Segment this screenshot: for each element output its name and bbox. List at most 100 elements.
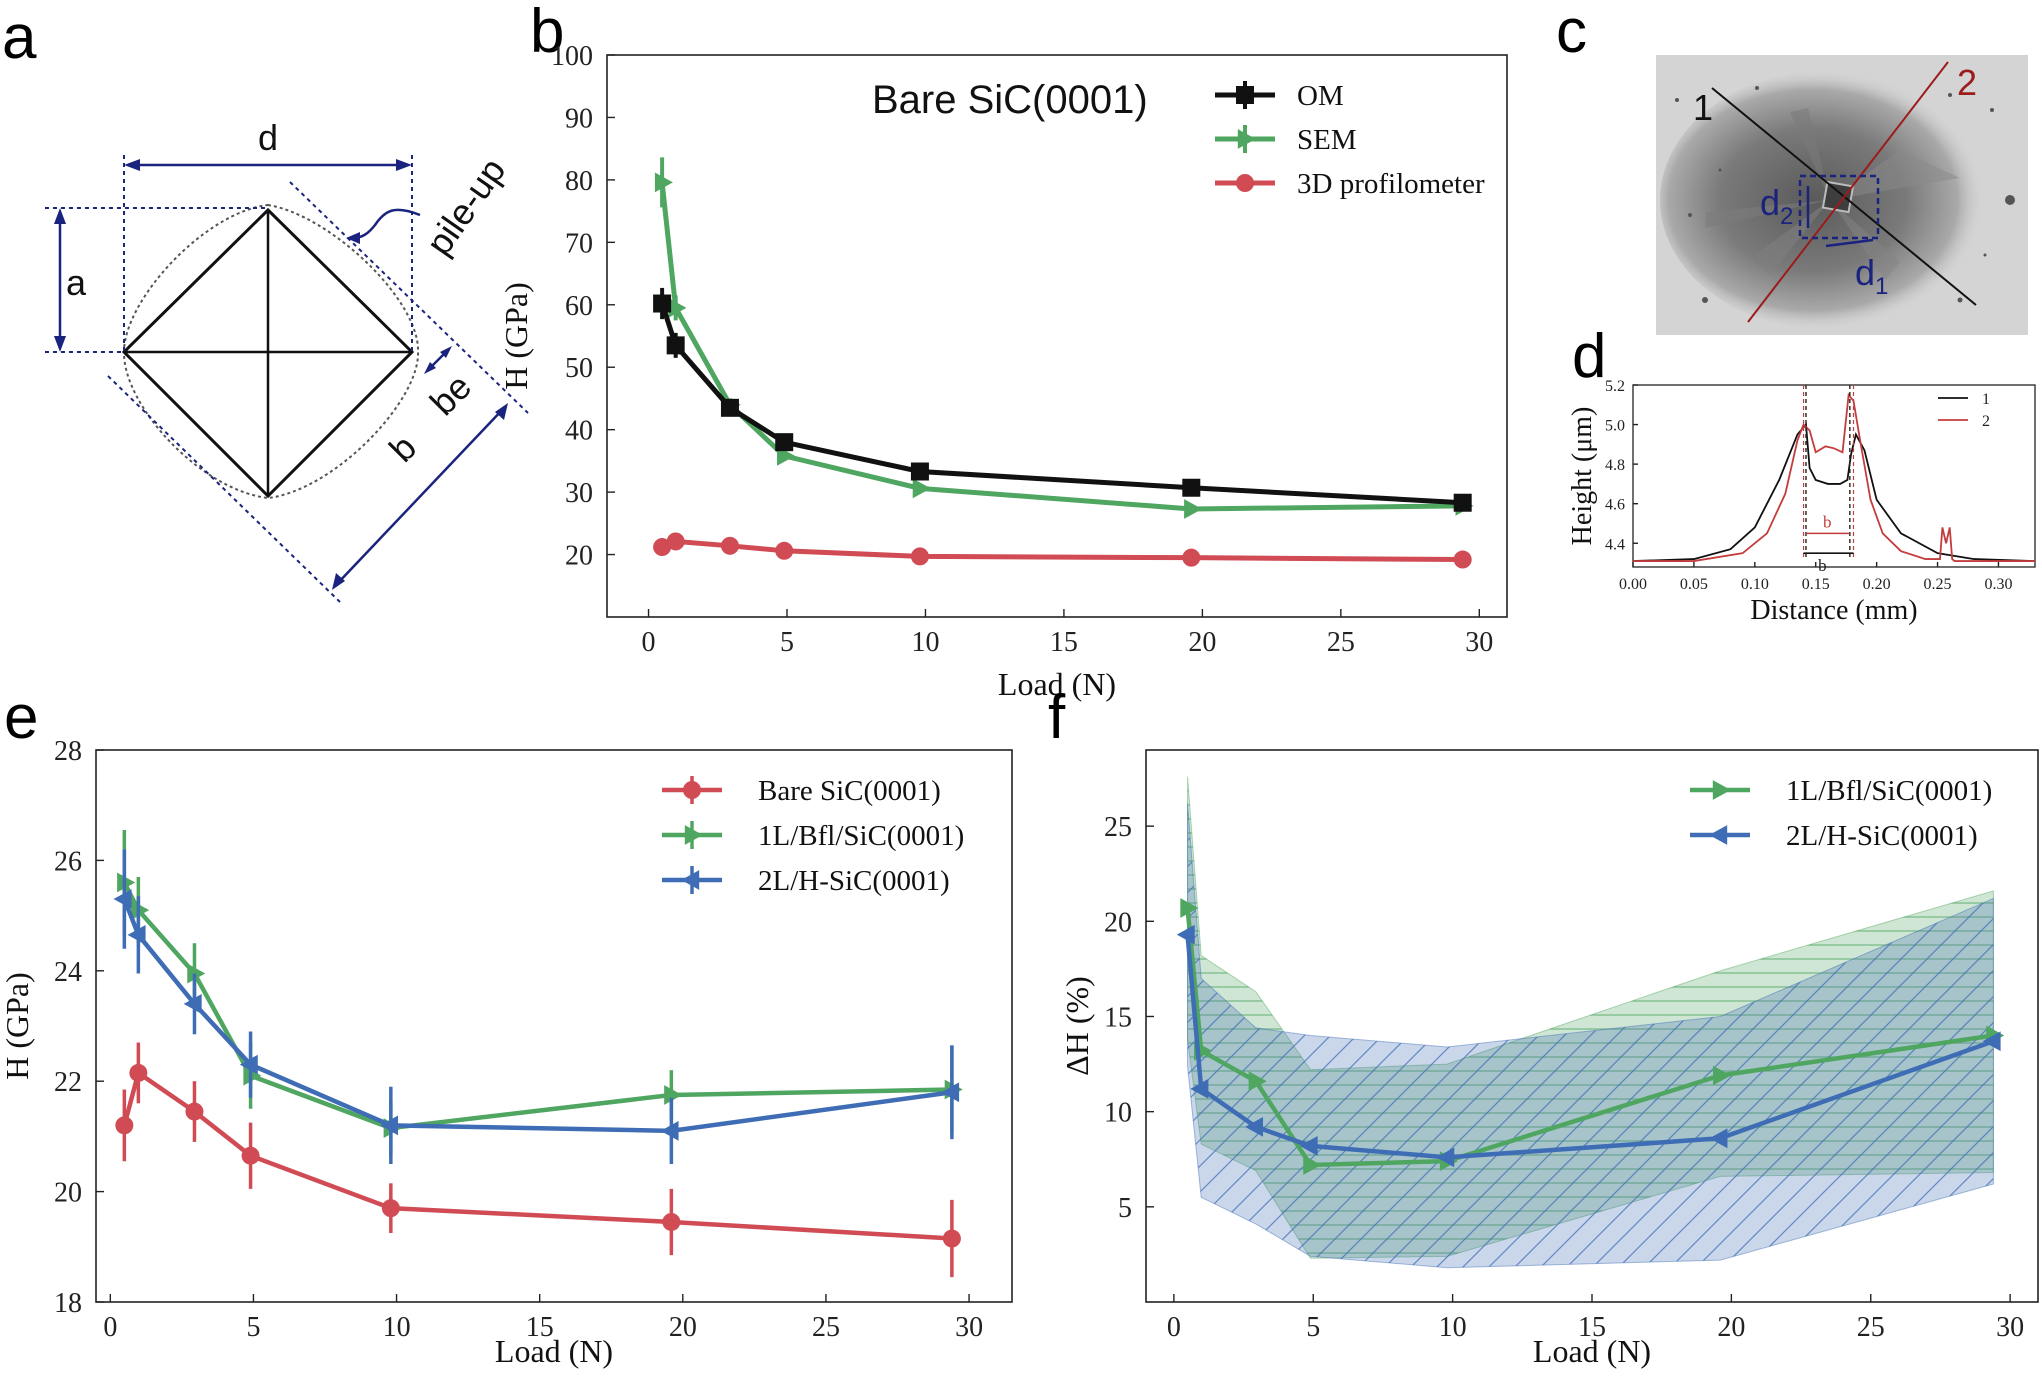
x-tick-label: 20 — [669, 1312, 697, 1343]
plot-frame-e — [95, 749, 1013, 1303]
y-axis-title: Height (μm) — [1567, 407, 1598, 546]
x-tick-label: 0.25 — [1924, 576, 1952, 593]
data-point — [941, 1082, 960, 1103]
chart-d: 0.00 0.05 0.10 0.15 0.20 0.25 0.30 4.4 4.6 4.8 5.0… — [1567, 378, 2036, 626]
data-point — [1182, 548, 1201, 567]
y-tick-label: 5.0 — [1605, 418, 1625, 435]
data-point — [243, 1065, 262, 1086]
data-point — [185, 1102, 204, 1121]
y-tick-label: 5 — [1118, 1193, 1132, 1224]
profile-series-2 — [1633, 392, 2035, 562]
data-point — [1982, 1031, 2001, 1052]
annotation-bare-sic: Bare SiC(0001) — [872, 78, 1148, 122]
x-tick-label: 0.10 — [1741, 576, 1769, 593]
data-point — [666, 532, 685, 551]
x-tick-label: 5 — [1306, 1312, 1320, 1343]
data-point — [183, 994, 202, 1014]
data-point — [664, 1085, 683, 1105]
data-point — [1713, 1065, 1732, 1086]
series-line-om — [659, 302, 1463, 506]
data-point — [1436, 1147, 1455, 1168]
y-tick-label: 10 — [1104, 1098, 1132, 1129]
legend-marker — [1236, 86, 1254, 104]
data-point — [910, 462, 929, 481]
data-point — [380, 1115, 399, 1136]
profile-series-1 — [1632, 422, 2036, 562]
data-point — [1453, 550, 1472, 569]
x-tick-label: 0 — [642, 627, 656, 658]
legend-marker — [1709, 825, 1728, 845]
y-tick-label: 4.6 — [1605, 497, 1625, 514]
x-tick-label: 25 — [1327, 627, 1355, 658]
y-tick-label: 80 — [565, 166, 593, 197]
y-tick-label: 30 — [565, 478, 593, 509]
chart-b: 0 5 10 15 20 25 30 20 30 40 50 60 70 80 90 100 Load (N) H… — [498, 41, 1493, 702]
y-tick-label: 28 — [54, 736, 82, 767]
x-tick-label: 15 — [1578, 1312, 1606, 1343]
legend-label: 2L/H-SiC(0001) — [758, 865, 950, 897]
line-1-label: 1 — [1693, 87, 1713, 128]
data-point — [1180, 898, 1199, 918]
x-axis-title: Load (N) — [495, 1333, 613, 1369]
x-tick-label: 5 — [780, 627, 794, 658]
x-tick-label: 0 — [103, 1312, 117, 1343]
x-tick-label: 0.05 — [1680, 576, 1708, 593]
y-tick-label: 5.2 — [1605, 378, 1625, 395]
y-tick-label: 15 — [1104, 1002, 1132, 1033]
x-tick-label: 10 — [911, 627, 939, 658]
legend-marker — [681, 870, 700, 890]
plot-frame-b — [606, 54, 1508, 618]
x-tick-label: 0.00 — [1619, 576, 1647, 593]
x-tick-label: 10 — [1439, 1312, 1467, 1343]
data-point — [653, 294, 672, 313]
y-axis-title: ΔH (%) — [1059, 976, 1095, 1076]
y-tick-label: 50 — [565, 353, 593, 384]
panel-c: c 1 2 — [1556, 0, 2028, 335]
y-tick-label: 4.8 — [1605, 457, 1625, 474]
panel-a: a d — [2, 3, 529, 603]
chart-f: 0 5 10 15 20 25 30 5 10 15 20 25 Load (N) ΔH (%) 1L/Bf… — [1059, 775, 2024, 1369]
y-tick-label: 25 — [1104, 812, 1132, 843]
data-point — [1245, 1116, 1264, 1137]
data-point — [910, 547, 929, 566]
data-point — [1299, 1136, 1318, 1156]
legend-marker — [1712, 780, 1731, 800]
pile-up-pointer: pile-up — [346, 150, 513, 262]
data-point — [113, 889, 132, 909]
x-axis-title: Distance (mm) — [1750, 595, 1917, 626]
guide-lines — [45, 155, 529, 603]
y-axis-title: H (GPa) — [498, 282, 534, 390]
panel-f: f 0 5 10 15 20 25 30 5 10 15 20 25 Load (N) ΔH (%) 1L/… — [1048, 683, 2039, 1369]
label-b: b — [381, 427, 424, 470]
data-point — [666, 336, 685, 355]
data-point — [127, 925, 146, 945]
panel-c-letter: c — [1556, 0, 1587, 66]
dimension-b: b — [332, 403, 508, 590]
panel-b-letter: b — [530, 0, 564, 66]
panel-d-letter: d — [1572, 322, 1606, 391]
data-point — [654, 172, 673, 193]
y-axis-title: H (GPa) — [0, 972, 35, 1080]
y-tick-label: 70 — [565, 228, 593, 259]
panel-a-letter: a — [2, 3, 37, 72]
y-tick-label: 18 — [54, 1288, 82, 1319]
y-tick-label: 24 — [54, 957, 82, 988]
chart-e: 0 5 10 15 20 25 30 18 20 22 24 26 28 Load (N) H (GPa) B… — [0, 736, 983, 1369]
y-tick-label: 100 — [551, 41, 593, 72]
data-point — [668, 298, 687, 318]
dimension-a: a — [54, 208, 87, 352]
plot-frame-d — [1632, 384, 2036, 568]
legend-label: OM — [1297, 80, 1344, 112]
y-tick-label: 4.4 — [1605, 536, 1625, 553]
x-tick-label: 20 — [1188, 627, 1216, 658]
legend-label: 1L/Bfl/SiC(0001) — [1786, 775, 1992, 807]
legend-label: 1L/Bfl/SiC(0001) — [758, 820, 964, 852]
x-tick-label: 15 — [526, 1312, 554, 1343]
data-point — [1303, 1155, 1322, 1175]
data-point — [775, 541, 794, 560]
data-point — [117, 872, 136, 893]
data-point — [662, 1212, 681, 1231]
label-d: d — [258, 117, 278, 158]
label-a: a — [66, 262, 87, 303]
x-tick-label: 5 — [246, 1312, 260, 1343]
